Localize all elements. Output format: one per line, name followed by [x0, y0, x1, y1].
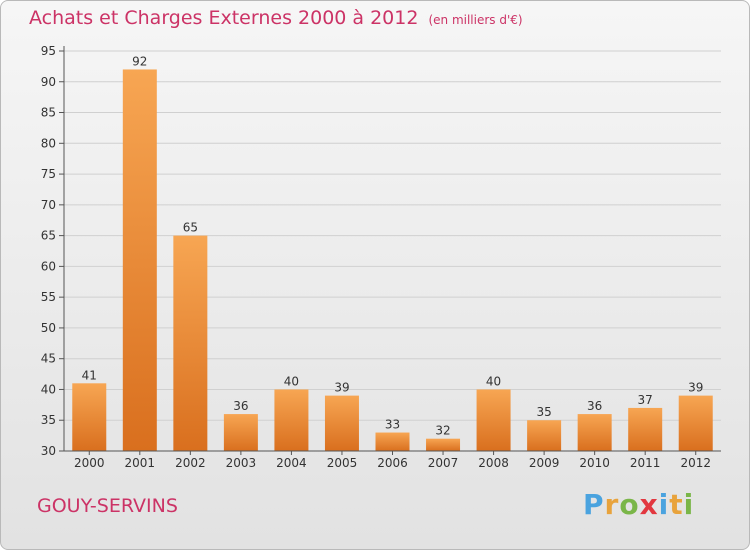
- x-tick-label-2010: 2010: [579, 456, 610, 470]
- x-tick-label-2009: 2009: [529, 456, 560, 470]
- y-tick-label: 60: [41, 259, 56, 273]
- x-tick-label-2004: 2004: [276, 456, 307, 470]
- bar-2001: [122, 69, 157, 451]
- x-tick-label-2001: 2001: [125, 456, 156, 470]
- bar-2010: [577, 414, 612, 451]
- data-label-2005: 39: [334, 381, 349, 395]
- data-label-2003: 36: [233, 399, 248, 413]
- x-tick-label-2006: 2006: [377, 456, 408, 470]
- bar-2003: [223, 414, 258, 451]
- proxiti-logo: Proxiti: [583, 488, 694, 521]
- y-tick-label: 35: [41, 413, 56, 427]
- bar-2006: [375, 432, 410, 451]
- data-label-2002: 65: [183, 221, 198, 235]
- y-tick-label: 85: [41, 106, 56, 120]
- chart-title: Achats et Charges Externes 2000 à 2012 (e…: [29, 7, 523, 29]
- data-label-2008: 40: [486, 374, 501, 388]
- bar-2000: [72, 383, 107, 451]
- y-tick-label: 95: [41, 44, 56, 58]
- x-tick-label-2005: 2005: [327, 456, 358, 470]
- data-label-2010: 36: [587, 399, 602, 413]
- logo-letter: x: [639, 488, 659, 521]
- y-tick-label: 70: [41, 198, 56, 212]
- logo-letter: o: [619, 488, 640, 521]
- y-tick-label: 30: [41, 444, 56, 458]
- x-tick-label-2012: 2012: [680, 456, 711, 470]
- y-tick-label: 75: [41, 167, 56, 181]
- data-label-2006: 33: [385, 418, 400, 432]
- logo-letter: r: [604, 488, 620, 521]
- y-tick-label: 65: [41, 229, 56, 243]
- data-label-2007: 32: [435, 424, 450, 438]
- data-label-2004: 40: [284, 374, 299, 388]
- bar-2002: [173, 235, 208, 451]
- logo-letter: i: [683, 488, 695, 521]
- bar-2007: [426, 438, 461, 451]
- chart-title-text: Achats et Charges Externes 2000 à 2012: [29, 7, 419, 29]
- x-tick-label-2002: 2002: [175, 456, 206, 470]
- data-label-2011: 37: [638, 393, 653, 407]
- bar-2008: [476, 389, 511, 451]
- logo-letter: t: [669, 488, 684, 521]
- logo-letter: i: [658, 488, 670, 521]
- chart-unit-note: (en milliers d'€): [428, 13, 523, 27]
- bar-2012: [678, 395, 713, 451]
- logo-letter: P: [583, 488, 605, 521]
- data-label-2000: 41: [82, 368, 97, 382]
- y-tick-label: 40: [41, 382, 56, 396]
- bar-2004: [274, 389, 309, 451]
- data-label-2012: 39: [688, 381, 703, 395]
- bar-2009: [527, 420, 562, 451]
- x-tick-label-2008: 2008: [478, 456, 509, 470]
- x-tick-label-2007: 2007: [428, 456, 459, 470]
- x-tick-label-2000: 2000: [74, 456, 105, 470]
- y-tick-label: 90: [41, 75, 56, 89]
- y-tick-label: 45: [41, 352, 56, 366]
- bar-2005: [324, 395, 359, 451]
- y-tick-label: 50: [41, 321, 56, 335]
- commune-name: GOUY-SERVINS: [37, 495, 178, 517]
- x-tick-label-2011: 2011: [630, 456, 661, 470]
- x-tick-label-2003: 2003: [226, 456, 257, 470]
- y-tick-label: 80: [41, 136, 56, 150]
- data-label-2009: 35: [536, 405, 551, 419]
- y-tick-label: 55: [41, 290, 56, 304]
- bar-2011: [628, 407, 663, 451]
- data-label-2001: 92: [132, 54, 147, 68]
